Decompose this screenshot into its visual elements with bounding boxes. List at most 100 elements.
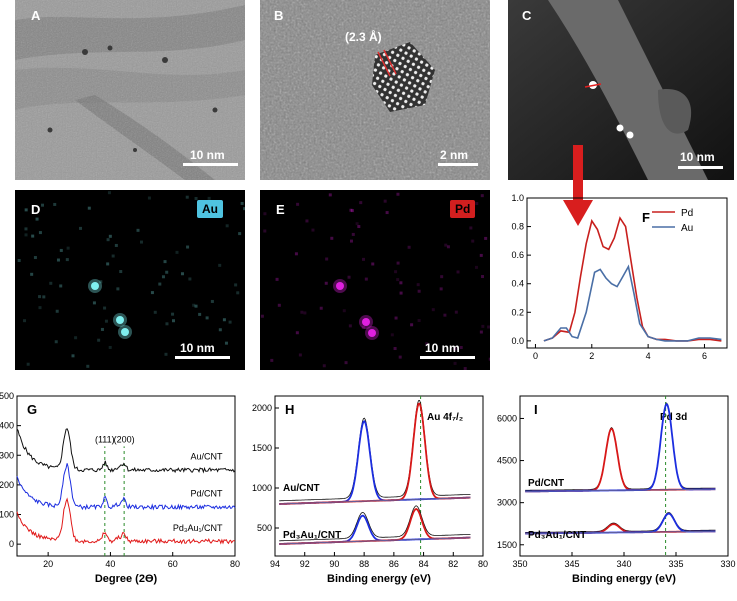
noise-pixel — [164, 352, 168, 356]
noise-pixel — [38, 295, 42, 299]
noise-pixel — [234, 283, 238, 287]
noise-pixel — [59, 248, 63, 252]
panel-letter: C — [522, 8, 532, 23]
panel-letter: E — [276, 202, 285, 217]
noise-pixel — [416, 283, 420, 287]
noise-pixel — [153, 310, 157, 314]
reflection-label: (200) — [114, 434, 135, 444]
noise-pixel — [303, 311, 307, 315]
series-label: Au/CNT — [283, 483, 320, 494]
series-label: Pd₃Au₁/CNT — [528, 530, 586, 541]
noise-pixel — [17, 259, 21, 263]
noise-pixel — [23, 319, 27, 323]
scale-bar — [175, 356, 230, 359]
plot-frame — [16, 395, 236, 557]
noise-pixel — [79, 226, 83, 230]
y-tick-label: 200 — [0, 480, 14, 490]
noise-pixel — [49, 281, 53, 285]
noise-pixel — [453, 361, 457, 365]
noise-pixel — [394, 270, 398, 274]
noise-pixel — [479, 330, 483, 334]
x-tick-label: 330 — [720, 559, 735, 569]
noise-pixel — [42, 295, 46, 299]
noise-pixel — [440, 275, 444, 279]
noise-pixel — [171, 319, 175, 323]
panel-letter: F — [642, 210, 650, 225]
x-axis-label: Binding energy (eV) — [327, 573, 431, 585]
x-tick-label: 82 — [448, 559, 458, 569]
x-tick-label: 80 — [478, 559, 488, 569]
noise-pixel — [385, 211, 389, 215]
scale-label: 2 nm — [440, 148, 469, 162]
noise-pixel — [484, 236, 488, 240]
noise-pixel — [192, 303, 196, 307]
noise-pixel — [104, 319, 108, 323]
particle — [121, 328, 129, 336]
series-line-au — [543, 264, 722, 342]
noise-pixel — [417, 319, 421, 323]
x-tick-label: 350 — [512, 559, 527, 569]
noise-pixel — [396, 261, 400, 265]
y-tick-label: 6000 — [497, 413, 517, 423]
noise-pixel — [399, 291, 403, 295]
noise-pixel — [66, 246, 70, 250]
noise-pixel — [106, 238, 110, 242]
x-tick-label: 345 — [564, 559, 579, 569]
panel-letter: A — [31, 8, 41, 23]
noise-pixel — [108, 234, 112, 238]
noise-pixel — [30, 272, 34, 276]
x-axis-label: Binding energy (eV) — [572, 573, 676, 585]
background-line — [525, 488, 716, 492]
noise-pixel — [431, 308, 435, 312]
series-label: Pd/CNT — [191, 489, 224, 499]
reflection-label: (111) — [95, 434, 115, 444]
noise-pixel — [205, 316, 209, 320]
noise-pixel — [207, 196, 211, 200]
x-tick-label: 94 — [270, 559, 280, 569]
chart-h-xps-au: 94 92 90 88 86 84 82 80 500 1000 1500 2000 Binding e… — [252, 395, 488, 585]
legend-label: Au — [681, 223, 693, 234]
noise-pixel — [55, 309, 59, 313]
x-tick-label: 6 — [702, 351, 707, 361]
xrd-trace — [16, 463, 236, 511]
y-tick-label: 1000 — [252, 483, 272, 493]
noise-pixel — [454, 310, 458, 314]
x-tick-label: 88 — [359, 559, 369, 569]
noise-pixel — [222, 318, 226, 322]
particle — [91, 282, 99, 290]
noise-pixel — [425, 342, 429, 346]
noise-pixel — [24, 233, 28, 237]
noise-pixel — [194, 197, 198, 201]
y-tick-label: 0.6 — [511, 250, 524, 260]
scale-bar — [183, 163, 238, 166]
noise-pixel — [364, 277, 368, 281]
plot-frame — [274, 395, 484, 557]
particle — [336, 282, 344, 290]
noise-pixel — [99, 280, 103, 284]
panel-letter: D — [31, 202, 41, 217]
noise-pixel — [443, 313, 447, 317]
noise-pixel — [439, 287, 443, 291]
y-tick-label: 300 — [0, 450, 14, 460]
x-tick-label: 80 — [230, 559, 240, 569]
noise-pixel — [342, 309, 346, 313]
noise-pixel — [240, 201, 244, 205]
noise-pixel — [480, 194, 484, 198]
background-line — [279, 497, 471, 505]
y-tick-label: 0.4 — [511, 279, 524, 289]
raw-envelope — [279, 505, 471, 542]
noise-pixel — [111, 254, 115, 258]
x-tick-label: 0 — [533, 351, 538, 361]
noise-pixel — [350, 209, 354, 213]
noise-pixel — [311, 228, 315, 232]
x-tick-label: 84 — [419, 559, 429, 569]
panel-d-au-map: D Au 10 nm — [15, 190, 245, 370]
noise-pixel — [33, 256, 37, 260]
panel-d-dots — [17, 191, 245, 368]
noise-pixel — [277, 303, 281, 307]
noise-pixel — [475, 202, 479, 206]
noise-pixel — [165, 322, 169, 326]
noise-pixel — [92, 301, 96, 305]
noise-pixel — [305, 219, 309, 223]
